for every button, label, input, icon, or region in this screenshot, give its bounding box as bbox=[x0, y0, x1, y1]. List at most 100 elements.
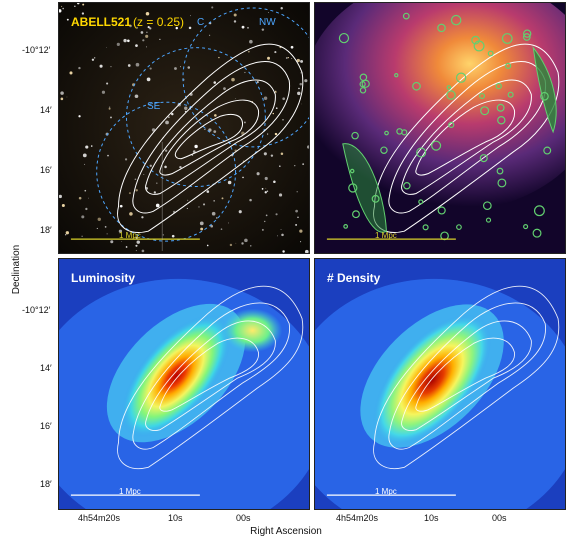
xray-source-circle bbox=[479, 92, 486, 99]
star-point bbox=[164, 149, 168, 152]
star-point bbox=[135, 62, 140, 67]
star-point bbox=[290, 45, 294, 49]
star-point bbox=[263, 96, 268, 100]
star-point bbox=[301, 103, 303, 105]
star-point bbox=[66, 96, 68, 98]
x-tick-right-1: 4h54m20s bbox=[336, 513, 379, 523]
star-point bbox=[149, 27, 152, 30]
x-tick-right-3: 00s bbox=[492, 513, 507, 523]
star-point bbox=[140, 31, 144, 34]
xray-source-circle bbox=[507, 91, 514, 98]
density-map bbox=[315, 259, 565, 509]
panel-bottom-right-density: # Density 1 Mpc bbox=[314, 258, 566, 510]
star-point bbox=[123, 38, 127, 43]
star-point bbox=[145, 11, 150, 16]
star-point bbox=[106, 47, 107, 48]
x-tick-left-2: 10s bbox=[168, 513, 183, 523]
star-point bbox=[229, 243, 233, 247]
star-point bbox=[190, 15, 191, 17]
star-point bbox=[155, 203, 160, 208]
star-point bbox=[74, 5, 76, 7]
xray-source-circle bbox=[473, 40, 485, 52]
star-point bbox=[146, 31, 148, 34]
star-point bbox=[81, 235, 83, 237]
xray-source-circle bbox=[522, 33, 531, 41]
star-point bbox=[101, 90, 106, 94]
star-point bbox=[184, 106, 188, 110]
region-label-nw: NW bbox=[259, 17, 276, 28]
star-point bbox=[149, 164, 152, 167]
star-point bbox=[84, 163, 86, 165]
y-tick-bottom-3: 16′ bbox=[40, 421, 52, 431]
panel-bottom-left-luminosity: Luminosity 1 Mpc bbox=[58, 258, 310, 510]
star-point bbox=[145, 46, 147, 48]
xray-source-circle bbox=[437, 23, 446, 33]
star-point bbox=[146, 77, 151, 82]
xray-source-circle bbox=[523, 29, 532, 38]
xray-source-circle bbox=[471, 35, 480, 45]
star-point bbox=[282, 118, 284, 121]
star-point bbox=[261, 228, 264, 231]
star-point bbox=[280, 152, 284, 156]
xray-source-circle bbox=[338, 32, 350, 44]
star-point bbox=[247, 26, 249, 29]
star-point bbox=[210, 224, 214, 228]
star-point bbox=[213, 200, 215, 202]
star-point bbox=[216, 217, 218, 219]
star-point bbox=[214, 114, 217, 117]
star-point bbox=[297, 216, 299, 219]
star-point bbox=[300, 59, 304, 63]
star-point bbox=[233, 13, 237, 17]
star-point bbox=[233, 20, 237, 23]
panel-title-density: # Density bbox=[327, 271, 381, 285]
star-point bbox=[287, 57, 289, 59]
xray-source-circle bbox=[501, 33, 513, 44]
star-point bbox=[278, 193, 283, 197]
star-point bbox=[110, 240, 114, 244]
star-point bbox=[241, 25, 245, 29]
star-point bbox=[249, 39, 253, 44]
star-point bbox=[235, 242, 237, 244]
scale-bar-label-top-right: 1 Mpc bbox=[375, 231, 397, 240]
xray-source-circle bbox=[371, 194, 380, 203]
panel-title-top-left: ABELL521 (z = 0.25) bbox=[71, 15, 184, 29]
star-point bbox=[141, 216, 144, 219]
xray-source-circle bbox=[485, 217, 492, 223]
star-point bbox=[118, 229, 123, 233]
star-point bbox=[134, 178, 137, 181]
star-point bbox=[244, 238, 248, 243]
star-point bbox=[304, 249, 309, 253]
y-tick-top-1: -10°12′ bbox=[22, 45, 51, 55]
star-point bbox=[267, 133, 269, 135]
star-point bbox=[291, 58, 293, 60]
xray-source-circle bbox=[540, 91, 549, 101]
star-point bbox=[202, 203, 206, 206]
star-point bbox=[264, 220, 266, 223]
star-point bbox=[200, 227, 204, 231]
xray-source-circle bbox=[456, 224, 462, 230]
xray-source-circle bbox=[543, 146, 552, 155]
star-point bbox=[129, 24, 132, 28]
star-point bbox=[134, 94, 139, 99]
star-point bbox=[281, 233, 284, 237]
star-point bbox=[206, 244, 209, 247]
xray-source-circle bbox=[487, 50, 494, 57]
star-point bbox=[94, 57, 96, 59]
star-point bbox=[256, 172, 260, 176]
star-point bbox=[99, 64, 103, 68]
xray-source-circle bbox=[446, 90, 456, 100]
xray-source-circle bbox=[403, 182, 411, 190]
star-point bbox=[108, 107, 111, 110]
star-point bbox=[175, 26, 178, 30]
y-tick-bottom-4: 18′ bbox=[40, 479, 52, 489]
star-point bbox=[211, 6, 214, 9]
star-point bbox=[270, 154, 274, 157]
xray-source-circle bbox=[431, 140, 442, 151]
star-point bbox=[241, 131, 245, 135]
star-point bbox=[204, 128, 206, 131]
xray-source-circle bbox=[533, 205, 545, 217]
star-point bbox=[300, 72, 302, 74]
star-point bbox=[81, 215, 85, 219]
star-point bbox=[59, 194, 62, 199]
star-point bbox=[265, 214, 268, 217]
